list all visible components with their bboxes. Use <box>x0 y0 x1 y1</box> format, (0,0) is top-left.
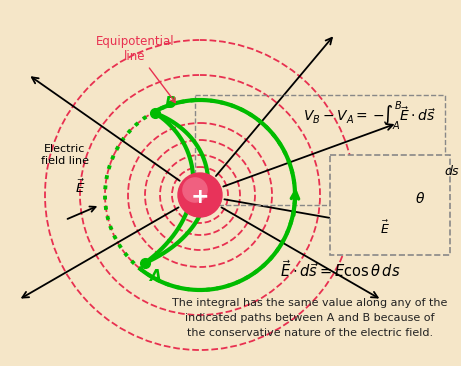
Text: $\vec{E}$: $\vec{E}$ <box>380 220 390 237</box>
Text: $\vec{E} \cdot d\vec{s} = E\cos\theta\,ds$: $\vec{E} \cdot d\vec{s} = E\cos\theta\,d… <box>280 259 400 280</box>
Text: The integral has the same value along any of the
indicated paths between A and B: The integral has the same value along an… <box>172 298 448 338</box>
Text: +: + <box>191 187 209 207</box>
Circle shape <box>178 173 222 217</box>
Text: $\vec{E}$: $\vec{E}$ <box>75 179 85 196</box>
Circle shape <box>183 178 207 202</box>
Text: B: B <box>165 96 177 111</box>
Text: $ds$: $ds$ <box>444 164 460 178</box>
Text: $\theta$: $\theta$ <box>415 191 425 206</box>
Text: $V_B - V_A = -\!\!\int_A^B \!\vec{E} \cdot d\vec{s}$: $V_B - V_A = -\!\!\int_A^B \!\vec{E} \cd… <box>303 98 437 131</box>
Text: A: A <box>150 269 162 284</box>
Text: Electric
field line: Electric field line <box>41 144 89 166</box>
FancyBboxPatch shape <box>330 155 450 255</box>
Text: Equipotential
line: Equipotential line <box>96 35 175 102</box>
